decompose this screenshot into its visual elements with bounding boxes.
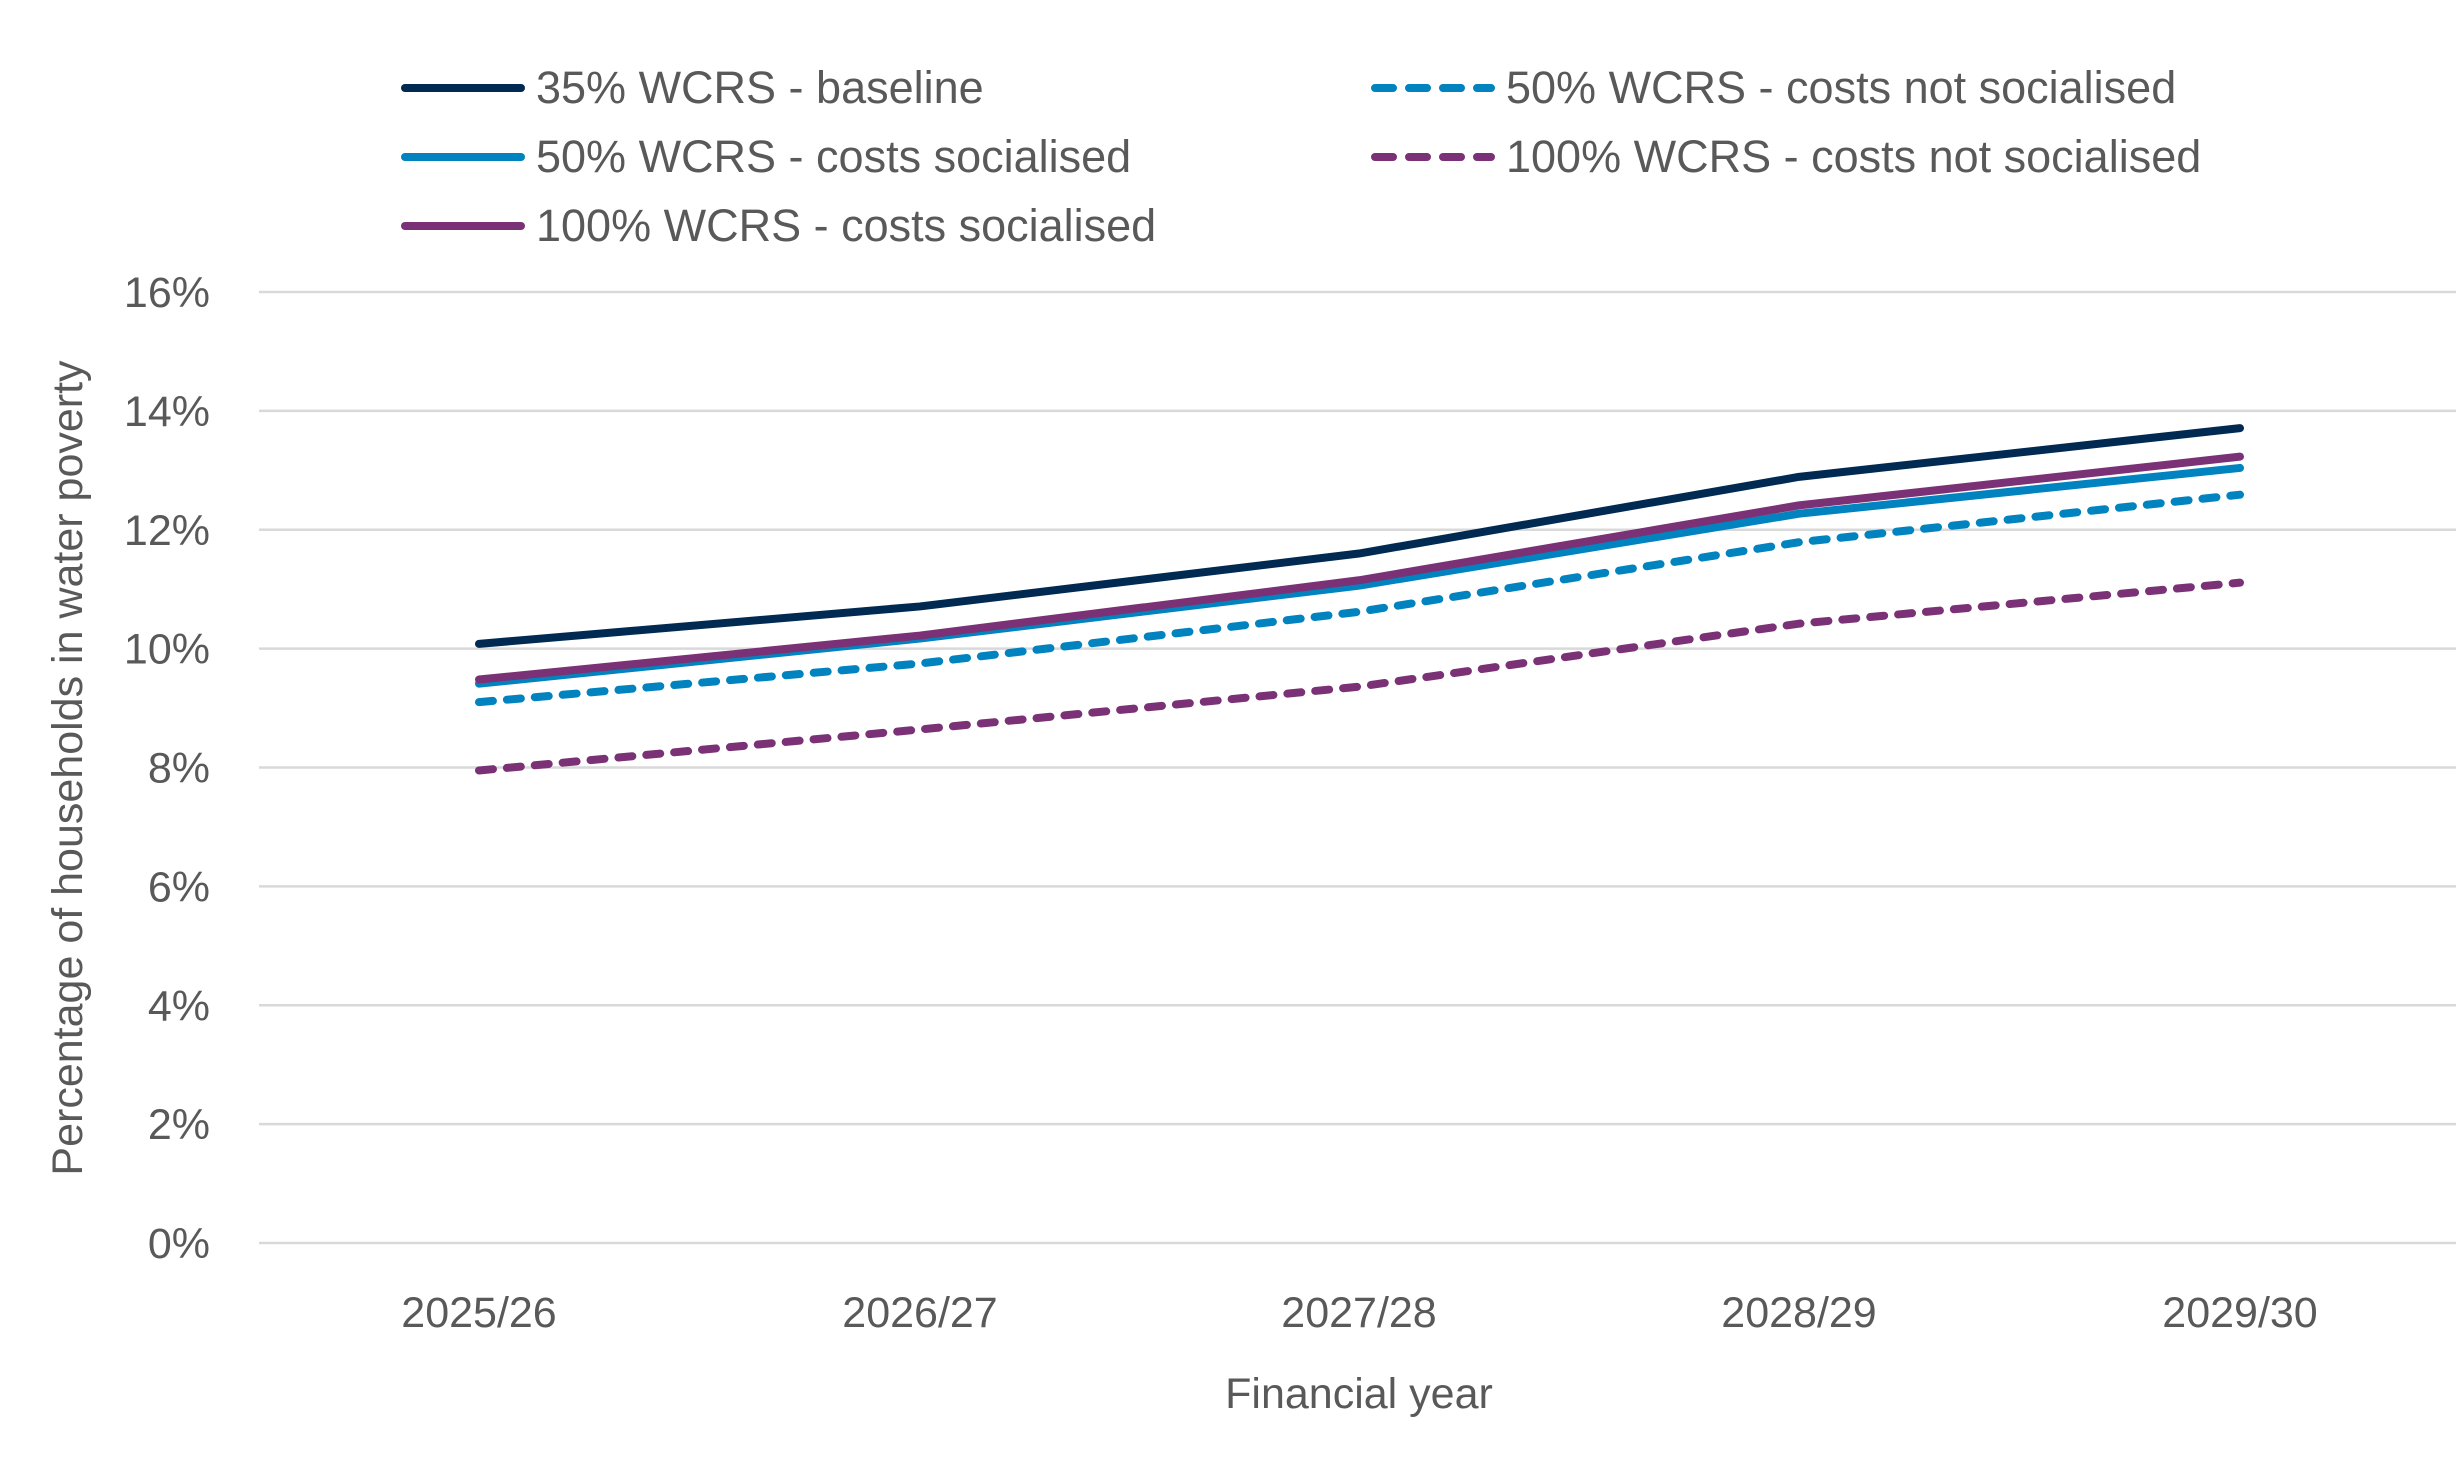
legend: 35% WCRS - baseline 50% WCRS - costs not …: [401, 62, 2201, 251]
y-tick-label: 14%: [124, 388, 210, 436]
y-tick-label: 0%: [148, 1220, 210, 1268]
gridlines: [259, 290, 2456, 1245]
x-axis-label: Financial year: [1225, 1370, 1493, 1418]
legend-label: 35% WCRS - baseline: [536, 62, 984, 113]
x-tick-label: 2027/28: [1281, 1289, 1436, 1337]
series-lines: [475, 424, 2244, 775]
x-axis-ticks: 2025/26 2026/27 2027/28 2028/29 2029/30: [401, 1289, 2317, 1337]
y-tick-label: 6%: [148, 863, 210, 911]
x-tick-label: 2029/30: [2162, 1289, 2317, 1337]
series-line: [475, 578, 2244, 775]
y-tick-label: 8%: [148, 745, 210, 793]
y-axis-ticks: 0% 2% 4% 6% 8% 10% 12% 14% 16%: [124, 269, 210, 1268]
x-tick-label: 2028/29: [1721, 1289, 1876, 1337]
y-tick-label: 2%: [148, 1101, 210, 1149]
x-tick-label: 2025/26: [401, 1289, 556, 1337]
series-line: [475, 424, 2244, 648]
legend-label: 100% WCRS - costs not socialised: [1506, 131, 2201, 182]
y-tick-label: 4%: [148, 982, 210, 1030]
x-tick-label: 2026/27: [842, 1289, 997, 1337]
y-tick-label: 16%: [124, 269, 210, 317]
y-axis-label: Percentage of households in water povert…: [44, 360, 92, 1176]
y-tick-label: 12%: [124, 507, 210, 555]
series-line: [475, 490, 2244, 707]
legend-label: 50% WCRS - costs socialised: [536, 131, 1131, 182]
legend-label: 50% WCRS - costs not socialised: [1506, 62, 2176, 113]
y-tick-label: 10%: [124, 626, 210, 674]
legend-label: 100% WCRS - costs socialised: [536, 200, 1156, 251]
series-line: [475, 452, 2244, 684]
